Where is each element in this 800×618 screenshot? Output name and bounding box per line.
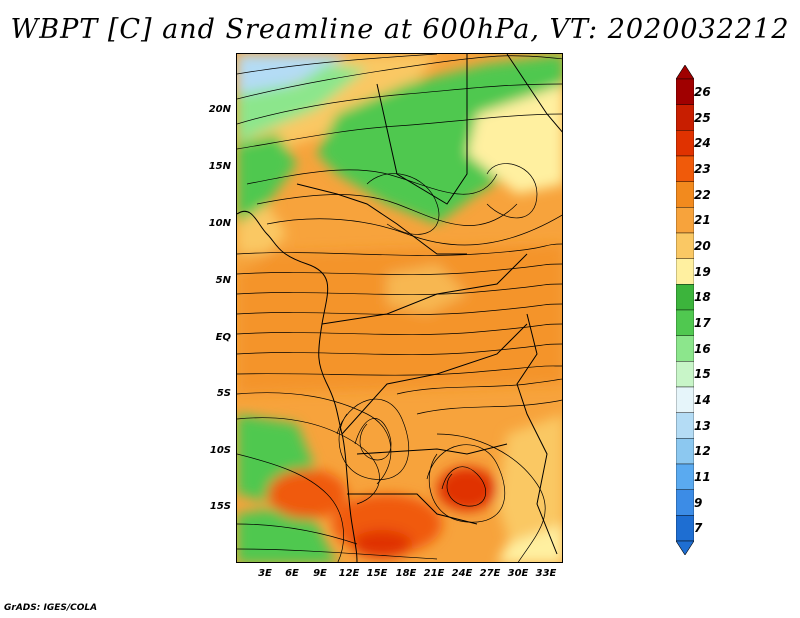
colorbar-label: 19 bbox=[694, 264, 711, 279]
lat-label-5s: 5S bbox=[216, 388, 231, 399]
lat-label-10n: 10N bbox=[208, 218, 231, 229]
lon-label-15e: 15E bbox=[366, 568, 388, 579]
field-deeporange-central bbox=[237, 244, 562, 394]
colorbar-swatch bbox=[676, 489, 694, 516]
colorbar-swatch bbox=[676, 78, 694, 105]
field-hotcore-se bbox=[437, 467, 497, 511]
coastlines-borders bbox=[237, 54, 562, 562]
lon-label-12e: 12E bbox=[338, 568, 360, 579]
colorbar-swatch bbox=[676, 155, 694, 182]
lon-label-24e: 24E bbox=[451, 568, 473, 579]
colorbar-label: 23 bbox=[694, 161, 711, 176]
lon-label-6e: 6E bbox=[285, 568, 299, 579]
field-paleyellow-se bbox=[498, 524, 562, 562]
map-title: WBPT [C] and Sreamline at 600hPa, VT: 20… bbox=[10, 14, 790, 45]
field-lightgreen-nw bbox=[237, 64, 367, 144]
colorbar-swatch bbox=[676, 207, 694, 234]
lat-label-15n: 15N bbox=[208, 161, 231, 172]
colorbar-label: 15 bbox=[694, 367, 711, 382]
colorbar-swatch bbox=[676, 181, 694, 208]
colorbar-top-arrow bbox=[676, 65, 694, 80]
colorbar-swatch bbox=[676, 361, 694, 388]
streamlines bbox=[237, 54, 562, 562]
colorbar-swatch bbox=[676, 309, 694, 336]
colorbar-label: 12 bbox=[694, 444, 711, 459]
map-plot-area bbox=[236, 53, 563, 563]
lon-label-3e: 3E bbox=[258, 568, 272, 579]
lat-label-eq: EQ bbox=[215, 332, 231, 343]
field-green-west bbox=[237, 134, 297, 224]
field-paleyellow-east bbox=[467, 84, 562, 194]
colorbar-label: 18 bbox=[694, 290, 711, 305]
lon-label-21e: 21E bbox=[423, 568, 445, 579]
lat-label-20n: 20N bbox=[208, 104, 231, 115]
colorbar-swatch bbox=[676, 104, 694, 131]
colorbar-swatch bbox=[676, 412, 694, 439]
colorbar-swatch bbox=[676, 463, 694, 490]
colorbar-label: 11 bbox=[694, 469, 711, 484]
colorbar-label: 20 bbox=[694, 238, 711, 253]
colorbar-label: 14 bbox=[694, 392, 711, 407]
colorbar-swatch bbox=[676, 438, 694, 465]
lon-label-18e: 18E bbox=[395, 568, 417, 579]
field-hot-sw bbox=[267, 469, 347, 519]
colorbar-label: 7 bbox=[694, 521, 703, 536]
colorbar-label: 25 bbox=[694, 110, 711, 125]
field-hotcore-south bbox=[352, 530, 412, 558]
colorbar-swatch bbox=[676, 232, 694, 259]
lon-label-30e: 30E bbox=[507, 568, 529, 579]
colorbar-label: 16 bbox=[694, 341, 711, 356]
colorbar bbox=[676, 65, 694, 555]
lat-label-10s: 10S bbox=[209, 445, 231, 456]
lon-label-33e: 33E bbox=[535, 568, 557, 579]
colorbar-bottom-arrow bbox=[676, 540, 694, 555]
field-yellow-center bbox=[387, 264, 467, 314]
colorbar-label: 26 bbox=[694, 84, 711, 99]
colorbar-label: 9 bbox=[694, 495, 703, 510]
colorbar-swatch bbox=[676, 284, 694, 311]
lat-label-15s: 15S bbox=[209, 501, 231, 512]
colorbar-label: 13 bbox=[694, 418, 711, 433]
lon-label-9e: 9E bbox=[313, 568, 327, 579]
colorbar-swatch bbox=[676, 386, 694, 413]
lon-label-27e: 27E bbox=[479, 568, 501, 579]
colorbar-swatch bbox=[676, 335, 694, 362]
footer-credit: GrADS: IGES/COLA bbox=[4, 603, 98, 613]
colorbar-label: 17 bbox=[694, 315, 711, 330]
colorbar-label: 22 bbox=[694, 187, 711, 202]
colorbar-label: 24 bbox=[694, 136, 711, 151]
colorbar-swatch bbox=[676, 515, 694, 542]
colorbar-swatch bbox=[676, 258, 694, 285]
lat-label-5n: 5N bbox=[215, 275, 231, 286]
colorbar-swatch bbox=[676, 130, 694, 157]
colorbar-label: 21 bbox=[694, 213, 711, 228]
wbpt-field-svg bbox=[237, 54, 562, 562]
